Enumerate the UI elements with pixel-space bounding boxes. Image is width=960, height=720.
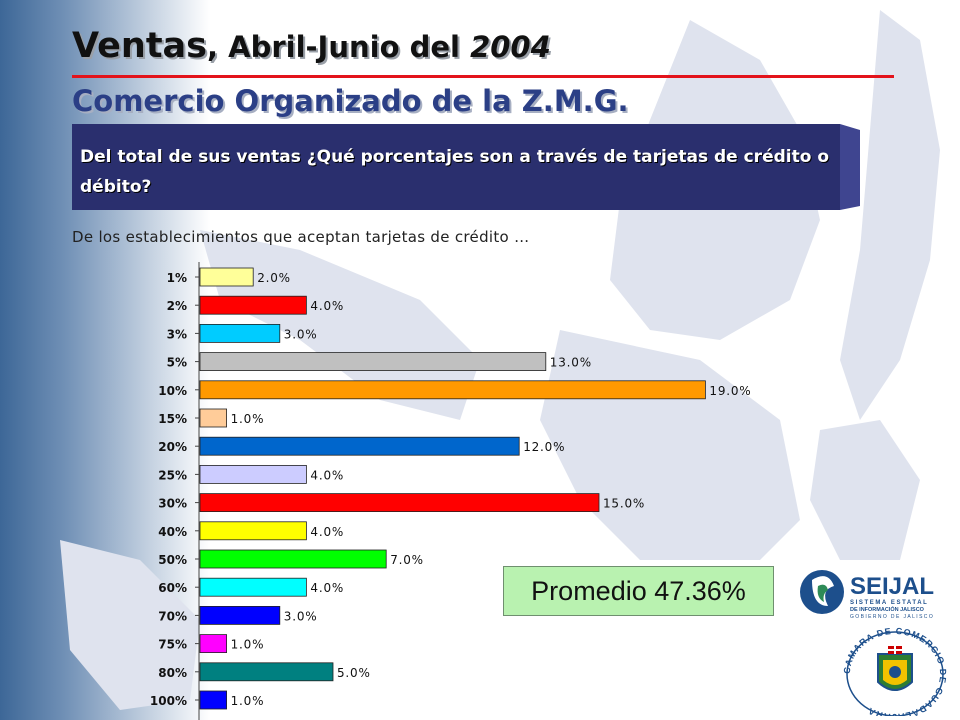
svg-text:SEIJAL: SEIJAL [850, 573, 934, 600]
data-label: 1.0% [231, 694, 265, 708]
bar [199, 324, 281, 343]
y-tick-label: 40% [158, 525, 187, 539]
y-tick-label: 3% [167, 327, 187, 341]
title-underline [72, 75, 894, 78]
data-label: 4.0% [310, 468, 344, 482]
y-tick-label: 10% [158, 384, 187, 398]
bar [199, 352, 547, 371]
y-tick-label: 25% [158, 468, 187, 482]
bar [199, 493, 600, 513]
data-label: 4.0% [310, 525, 344, 539]
bar [199, 380, 706, 400]
y-tick-label: 75% [158, 638, 187, 652]
y-tick-label: 30% [158, 497, 187, 511]
bar [199, 690, 228, 710]
page-subtitle: Comercio Organizado de la Z.M.G. [72, 84, 629, 118]
bar [199, 267, 254, 287]
title-main: Ventas [72, 26, 208, 66]
title-year: 2004 [470, 30, 551, 64]
data-label: 4.0% [310, 581, 344, 595]
question-text: Del total de sus ventas ¿Qué porcentajes… [80, 147, 829, 197]
chart-note: De los establecimientos que aceptan tarj… [72, 228, 530, 246]
seijal-logo: SEIJAL SISTEMA ESTATAL DE INFORMACIÓN JA… [800, 570, 934, 620]
y-tick-label: 70% [158, 609, 187, 623]
data-label: 19.0% [709, 384, 751, 398]
bar [199, 436, 520, 456]
y-tick-label: 15% [158, 412, 187, 426]
data-label: 5.0% [337, 666, 371, 680]
page-title: Ventas, Abril-Junio del 2004 [72, 26, 551, 66]
bar [199, 295, 307, 315]
y-tick-label: 20% [158, 440, 187, 454]
svg-text:GOBIERNO DE JALISCO: GOBIERNO DE JALISCO [850, 614, 934, 620]
y-tick-label: 5% [167, 356, 187, 370]
data-label: 12.0% [523, 440, 565, 454]
bar [199, 662, 334, 682]
data-label: 7.0% [390, 553, 424, 567]
data-label: 3.0% [284, 609, 318, 623]
bar [199, 408, 228, 428]
y-tick-label: 50% [158, 553, 187, 567]
data-label: 13.0% [550, 356, 592, 370]
data-label: 15.0% [603, 497, 645, 511]
y-tick-label: 60% [158, 581, 187, 595]
data-label: 3.0% [284, 327, 318, 341]
bar-chart: 1% 2.0% 2% 4.0% 3% 3.0% 5% 13.0% 10% 19.0% 15% 1.0%… [150, 262, 751, 720]
bar [199, 577, 307, 597]
bar [199, 464, 307, 484]
data-label: 1.0% [231, 638, 265, 652]
y-tick-label: 1% [167, 271, 187, 285]
y-tick-label: 2% [167, 299, 187, 313]
bar [199, 605, 281, 625]
y-tick-label: 80% [158, 666, 187, 680]
question-banner [72, 124, 860, 210]
y-tick-label: 100% [150, 694, 187, 708]
svg-text:SISTEMA ESTATAL: SISTEMA ESTATAL [850, 600, 928, 606]
bar [199, 521, 307, 541]
data-label: 1.0% [231, 412, 265, 426]
bar [199, 634, 228, 654]
bar [199, 549, 387, 569]
data-label: 4.0% [310, 299, 344, 313]
camara-comercio-logo: CAMARA DE COMERCIO DE GUADALAJARA [842, 626, 947, 716]
title-period: , Abril-Junio del [207, 30, 471, 64]
svg-text:DE INFORMACIÓN JALISCO: DE INFORMACIÓN JALISCO [850, 605, 925, 613]
data-label: 2.0% [257, 271, 291, 285]
average-box: Promedio 47.36% [503, 566, 774, 616]
